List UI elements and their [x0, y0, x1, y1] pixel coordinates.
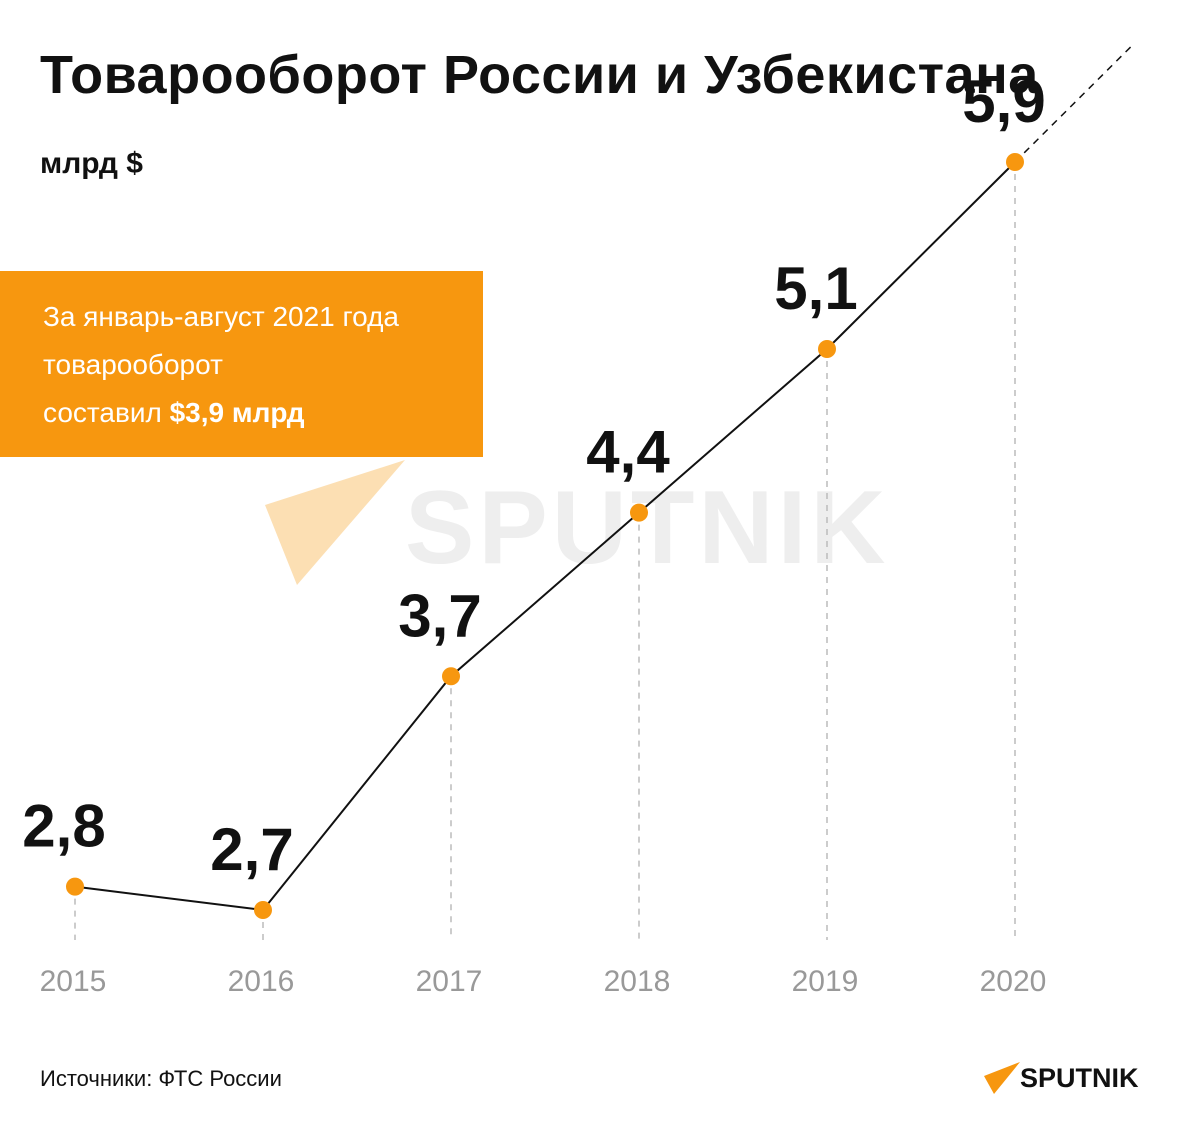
page-title: Товарооборот России и Узбекистана — [40, 45, 1039, 105]
watermark-text: SPUTNIK — [405, 470, 889, 586]
note-line-3-prefix: составил — [43, 397, 170, 428]
value-label-2019: 5,1 — [774, 255, 857, 322]
note-amount: $3,9 млрд — [169, 397, 305, 428]
x-tick-label-2018: 2018 — [604, 965, 671, 998]
x-tick-label-2016: 2016 — [228, 965, 295, 998]
source-text: Источники: ФТС России — [40, 1066, 282, 1091]
data-point-2019 — [818, 340, 836, 358]
note-line-3: составил $3,9 млрд — [43, 389, 443, 437]
watermark: SPUTNIK — [265, 460, 889, 586]
note-line-1: За январь-август 2021 года — [43, 301, 399, 332]
data-point-2020 — [1006, 153, 1024, 171]
sputnik-arrow-icon — [265, 460, 405, 585]
data-point-2016 — [254, 901, 272, 919]
value-label-2017: 3,7 — [398, 582, 481, 649]
sputnik-logo: SPUTNIK — [984, 1062, 1139, 1094]
x-tick-label-2017: 2017 — [416, 965, 483, 998]
x-tick-label-2019: 2019 — [792, 965, 859, 998]
data-point-2018 — [630, 503, 648, 522]
note-box: За январь-август 2021 года товарооборот … — [0, 271, 483, 457]
x-tick-label-2020: 2020 — [980, 965, 1047, 998]
data-point-2015 — [66, 877, 84, 896]
sputnik-arrow-icon — [984, 1062, 1020, 1094]
value-label-2018: 4,4 — [586, 419, 670, 486]
series-line — [74, 161, 1016, 912]
value-label-2016: 2,7 — [210, 816, 293, 883]
logo-text: SPUTNIK — [1020, 1063, 1139, 1093]
value-label-2015: 2,8 — [22, 793, 105, 860]
x-tick-label-2015: 2015 — [40, 965, 107, 998]
trend-continuation-line — [1014, 45, 1133, 163]
value-label-2020: 5,9 — [962, 68, 1045, 135]
data-point-2017 — [442, 667, 460, 686]
unit-label: млрд $ — [40, 147, 143, 180]
note-line-2: товарооборот — [43, 349, 223, 380]
